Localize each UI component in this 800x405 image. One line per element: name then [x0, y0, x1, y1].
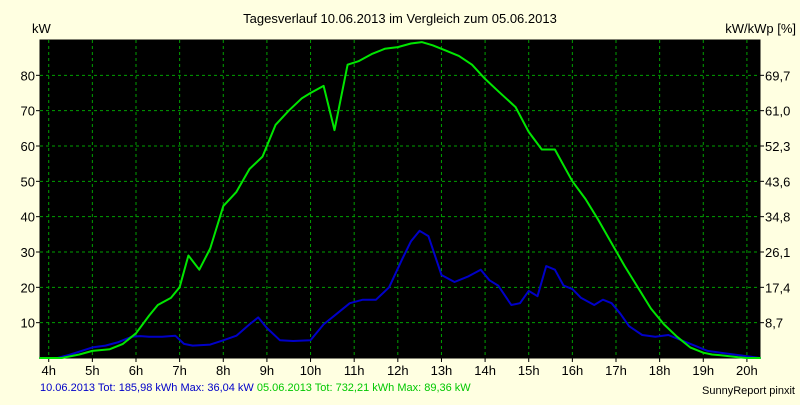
x-tick-label: 8h — [216, 363, 230, 378]
x-tick-label: 15h — [518, 363, 540, 378]
x-tick-label: 16h — [562, 363, 584, 378]
y-axis-label-right: kW/kWp [%] — [725, 21, 796, 36]
legend: 10.06.2013 Tot: 185,98 kWh Max: 36,04 kW… — [40, 382, 471, 394]
y-tick-label-right: 17,4 — [765, 280, 790, 295]
y-tick-label-left: 40 — [21, 210, 35, 225]
x-tick-label: 5h — [85, 363, 99, 378]
y-tick-label-left: 20 — [21, 280, 35, 295]
y-tick-label-right: 26,1 — [765, 245, 790, 260]
x-tick-label: 14h — [474, 363, 496, 378]
x-tick-label: 7h — [172, 363, 186, 378]
y-tick-label-right: 43,6 — [765, 174, 790, 189]
grid — [40, 40, 760, 358]
credit-label: SunnyReport pinxit — [702, 385, 795, 397]
y-tick-label-left: 70 — [21, 104, 35, 119]
series-line-2 — [39, 41, 761, 359]
y-tick-label-right: 61,0 — [765, 104, 790, 119]
x-tick-label: 10h — [300, 363, 322, 378]
series-line-1 — [39, 229, 761, 359]
y-tick-label-left: 60 — [21, 139, 35, 154]
y-tick-label-left: 30 — [21, 245, 35, 260]
y-tick-label-right: 69,7 — [765, 68, 790, 83]
x-tick-label: 4h — [41, 363, 55, 378]
legend-series-1: 10.06.2013 Tot: 185,98 kWh Max: 36,04 kW — [40, 382, 254, 394]
x-tick-label: 12h — [387, 363, 409, 378]
x-tick-label: 13h — [431, 363, 453, 378]
x-tick-label: 17h — [605, 363, 627, 378]
x-tick-label: 19h — [692, 363, 714, 378]
legend-series-2: 05.06.2013 Tot: 732,21 kWh Max: 89,36 kW — [256, 382, 471, 394]
y-tick-label-left: 80 — [21, 68, 35, 83]
x-tick-label: 18h — [649, 363, 671, 378]
x-tick-label: 11h — [344, 363, 365, 378]
x-tick-label: 9h — [260, 363, 274, 378]
axis-ticks: 4h 5h 6h 7h 8h 9h 10h 11h 12h 13h 14h 15h 16h 17h 18h 1… — [21, 68, 791, 378]
x-tick-label: 6h — [129, 363, 143, 378]
y-axis-label-left: kW — [32, 21, 52, 36]
chart-title: Tagesverlauf 10.06.2013 im Vergleich zum… — [243, 11, 557, 26]
y-tick-label-right: 34,8 — [765, 210, 790, 225]
series-layer — [39, 41, 761, 359]
y-tick-label-left: 10 — [21, 316, 35, 331]
y-tick-label-left: 50 — [21, 174, 35, 189]
y-tick-label-right: 8,7 — [765, 316, 783, 331]
plot-area — [39, 39, 761, 359]
y-tick-label-right: 52,3 — [765, 139, 790, 154]
x-tick-label: 20h — [736, 363, 758, 378]
